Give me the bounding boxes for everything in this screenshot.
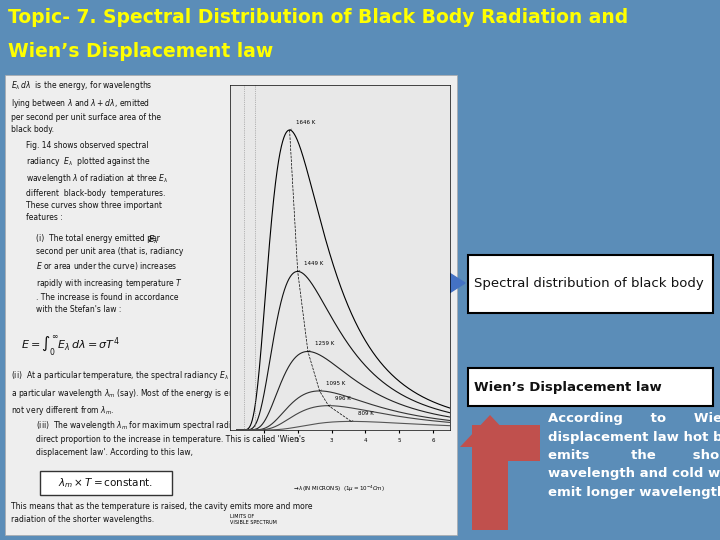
FancyArrow shape xyxy=(390,269,465,297)
Text: $\rightarrow \lambda$(IN MICRONS)  ($1\mu=10^{-4}Cm$): $\rightarrow \lambda$(IN MICRONS) ($1\mu… xyxy=(292,484,384,494)
Text: 1259 K: 1259 K xyxy=(308,341,334,352)
Text: Spectral distribution of black body: Spectral distribution of black body xyxy=(474,278,703,291)
Bar xyxy=(468,368,713,406)
Text: LIMITS OF
VISIBLE SPECTRUM: LIMITS OF VISIBLE SPECTRUM xyxy=(230,514,277,525)
Text: (iii)  The wavelength $\lambda_m$ for maximum spectral radiancy decreases in
dir: (iii) The wavelength $\lambda_m$ for max… xyxy=(36,419,305,457)
Bar xyxy=(5,75,457,535)
Text: $E = \int_0^\infty E_\lambda\, d\lambda = \sigma T^4$: $E = \int_0^\infty E_\lambda\, d\lambda … xyxy=(21,334,120,358)
Text: Wien’s Displacement law: Wien’s Displacement law xyxy=(8,42,274,61)
Text: $E_\lambda\, d\lambda$  is the energy, for wavelengths
lying between $\lambda$ a: $E_\lambda\, d\lambda$ is the energy, fo… xyxy=(11,79,161,134)
Polygon shape xyxy=(460,415,520,447)
FancyBboxPatch shape xyxy=(40,471,172,495)
Text: Topic- 7. Spectral Distribution of Black Body Radiation and: Topic- 7. Spectral Distribution of Black… xyxy=(8,8,629,27)
Text: Wien’s Displacement law: Wien’s Displacement law xyxy=(474,381,662,394)
Bar xyxy=(472,445,508,530)
Text: This means that as the temperature is raised, the cavity emits more and more
rad: This means that as the temperature is ra… xyxy=(11,502,312,523)
Text: 1449 K: 1449 K xyxy=(297,261,324,272)
Bar xyxy=(468,255,713,313)
Text: 1646 K: 1646 K xyxy=(289,120,315,130)
Text: 996 K: 996 K xyxy=(328,396,351,406)
Text: $\lambda_m \times T = \mathrm{constant.}$: $\lambda_m \times T = \mathrm{constant.}… xyxy=(58,476,153,490)
Bar xyxy=(472,425,540,461)
Text: 809 K: 809 K xyxy=(351,411,374,421)
Text: $E_\lambda$: $E_\lambda$ xyxy=(148,234,158,246)
Text: (i)  The total energy emitted per
second per unit area (that is, radiancy
$E$ or: (i) The total energy emitted per second … xyxy=(36,234,184,314)
Text: According      to      Wien’s
displacement law hot body
emits         the       : According to Wien’s displacement law hot… xyxy=(548,412,720,499)
Text: (ii)  At a particular temperature, the spectral radiancy $E_\lambda$ is a maximu: (ii) At a particular temperature, the sp… xyxy=(11,369,315,417)
Text: Fig. 14 shows observed spectral
radiancy  $E_\lambda$  plotted against the
wavel: Fig. 14 shows observed spectral radiancy… xyxy=(26,141,168,222)
Text: 1095 K: 1095 K xyxy=(320,381,346,391)
